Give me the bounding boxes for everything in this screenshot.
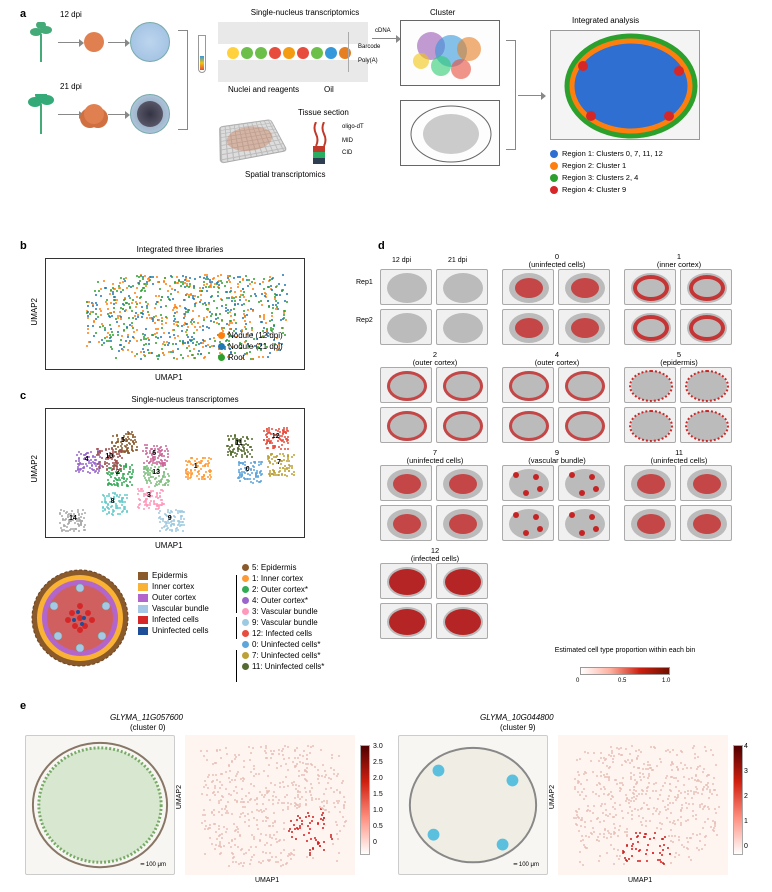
- umap-c: 01234567891011121314: [45, 408, 305, 538]
- umap-e2: [558, 735, 728, 875]
- panel-d-label: d: [378, 240, 385, 252]
- label-integrated: Integrated analysis: [572, 16, 639, 25]
- legend-b: Nodule (12 dpi)Nodule (21 dpi)Root: [218, 330, 283, 363]
- microfluidic-chip: [218, 22, 368, 82]
- axis-c-x: UMAP1: [155, 541, 183, 550]
- axis-b-y: UMAP2: [30, 298, 39, 326]
- label-mid: MID: [342, 138, 353, 144]
- arrow-icon: [108, 114, 126, 115]
- label-12dpi: 12 dpi: [60, 10, 82, 19]
- arrow-icon: [372, 38, 397, 39]
- cbar-t1: 0.5: [618, 678, 626, 684]
- umap-e1: [185, 735, 355, 875]
- probe-diagram: [310, 122, 345, 169]
- tissue-2: ━ 100 μm: [398, 735, 548, 875]
- plant-icon-12dpi: [26, 22, 56, 62]
- arrow-icon: [108, 42, 126, 43]
- arrow-icon: [58, 42, 80, 43]
- panel-b-title: Integrated three libraries: [100, 245, 260, 254]
- gene2-label: GLYMA_10G044800: [480, 713, 554, 722]
- tissue-1: ━ 100 μm: [25, 735, 175, 875]
- nodule-21dpi: [84, 104, 104, 124]
- label-cdna: cDNA: [375, 28, 391, 34]
- axis-b-x: UMAP1: [155, 373, 183, 382]
- anatomy-legend: EpidermisInner cortexOuter cortexVascula…: [138, 570, 209, 636]
- axis-e1-y: UMAP2: [176, 785, 183, 809]
- nodule-section-21dpi: [130, 94, 170, 134]
- legend-bracket: [236, 650, 237, 682]
- d-rep1: Rep1: [356, 279, 373, 286]
- label-sn-transcriptomics: Single-nucleus transcriptomics: [230, 8, 380, 17]
- bracket-icon: [506, 40, 516, 150]
- e-colorbar-1: [360, 745, 370, 855]
- cbar-t0: 0: [576, 678, 579, 684]
- cbar-t2: 1.0: [662, 678, 670, 684]
- cluster-preview: [400, 20, 500, 86]
- scalebar: 100 μm: [519, 862, 539, 868]
- scalebar: 100 μm: [146, 862, 166, 868]
- legend-bracket: [236, 575, 237, 613]
- gene2-sub: (cluster 9): [500, 723, 536, 732]
- e-colorbar-2: [733, 745, 743, 855]
- panel-c-label: c: [20, 390, 26, 402]
- legend-bracket: [236, 617, 237, 639]
- label-polya: Poly(A): [358, 58, 378, 64]
- arrow-icon: [518, 95, 542, 96]
- axis-e1-x: UMAP1: [255, 877, 279, 884]
- plant-icon-21dpi: [26, 94, 56, 134]
- bracket-icon: [178, 30, 188, 130]
- d-colorbar: [580, 667, 670, 675]
- spatial-preview: [400, 100, 500, 166]
- nodule-12dpi: [84, 32, 104, 52]
- label-cid: CID: [342, 150, 352, 156]
- label-nuclei: Nuclei and reagents: [228, 85, 299, 94]
- d-rep2: Rep2: [356, 317, 373, 324]
- panel-a: 12 dpi 21 dpi Single-nucleus transcripto…: [20, 10, 752, 220]
- axis-c-y: UMAP2: [30, 455, 39, 483]
- panel-e: GLYMA_11G057600 (cluster 0) ━ 100 μm UMA…: [20, 715, 752, 880]
- axis-e2-x: UMAP1: [628, 877, 652, 884]
- integrated-analysis: [550, 30, 700, 140]
- label-barcode: Barcode: [358, 44, 380, 50]
- region-legend: Region 1: Clusters 0, 7, 11, 12Region 2:…: [550, 148, 663, 196]
- panel-e-label: e: [20, 700, 26, 712]
- gene1-sub: (cluster 0): [130, 723, 166, 732]
- label-spatial: Spatial transcriptomics: [245, 170, 325, 179]
- d-head-12: 12 dpi: [392, 257, 411, 264]
- label-cluster: Cluster: [430, 8, 455, 17]
- cbar-label: Estimated cell type proportion within ea…: [550, 647, 700, 655]
- nodule-schematic: [30, 568, 130, 668]
- arrow-icon: [58, 114, 80, 115]
- label-tissue: Tissue section: [298, 108, 349, 117]
- nodule-section-12dpi: [130, 22, 170, 62]
- panel-c-title: Single-nucleus transcriptomes: [95, 395, 275, 404]
- cluster-legend: 5: Epidermis1: Inner cortex2: Outer cort…: [242, 562, 324, 672]
- label-oligo: oligo-dT: [342, 124, 364, 130]
- axis-e2-y: UMAP2: [549, 785, 556, 809]
- label-oil: Oil: [324, 85, 334, 94]
- panel-b-label: b: [20, 240, 27, 252]
- spatial-chip: [219, 119, 288, 164]
- d-head-21: 21 dpi: [448, 257, 467, 264]
- label-21dpi: 21 dpi: [60, 82, 82, 91]
- gene1-label: GLYMA_11G057600: [110, 713, 183, 722]
- tube-icon: [198, 35, 206, 73]
